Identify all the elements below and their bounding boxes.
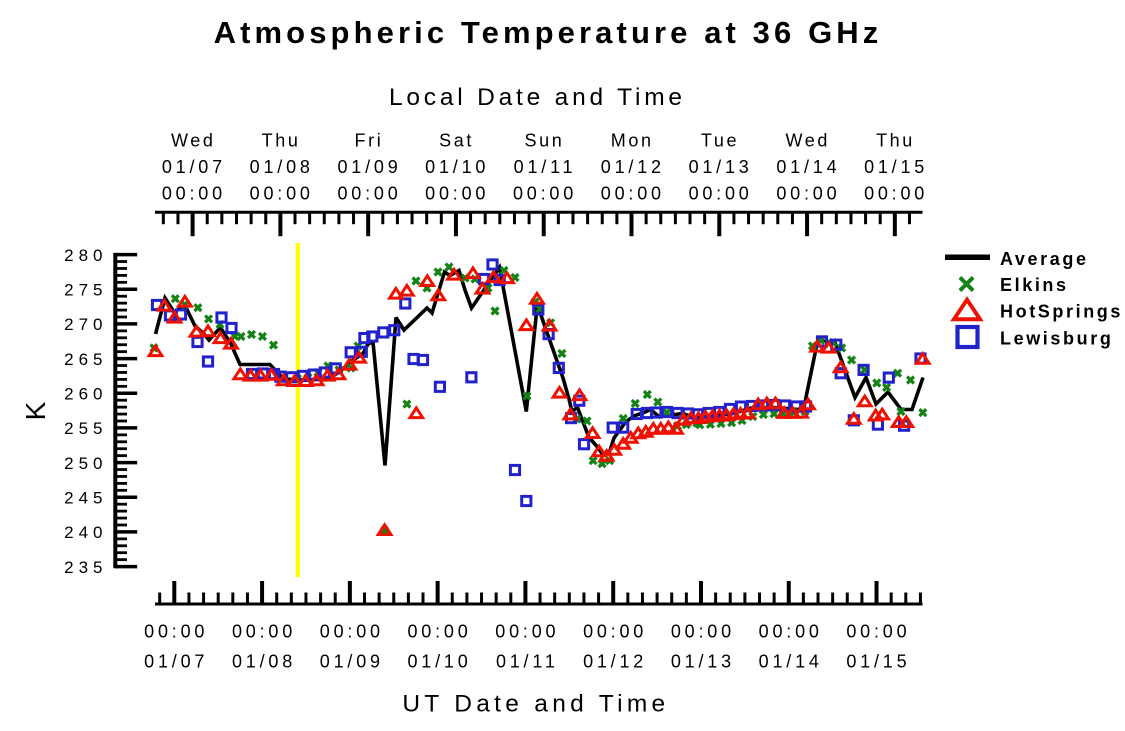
- svg-text:Elkins: Elkins: [1000, 275, 1069, 295]
- svg-text:01/10: 01/10: [425, 157, 489, 177]
- svg-text:240: 240: [64, 523, 107, 542]
- svg-text:01/12: 01/12: [601, 157, 665, 177]
- svg-text:Atmospheric Temperature at 36: Atmospheric Temperature at 36 GHz: [214, 15, 883, 50]
- svg-text:01/07: 01/07: [162, 157, 226, 177]
- svg-text:01/14: 01/14: [776, 157, 840, 177]
- svg-text:00:00: 00:00: [759, 622, 823, 642]
- svg-text:Mon: Mon: [611, 130, 654, 150]
- svg-text:01/08: 01/08: [250, 157, 314, 177]
- svg-text:01/14: 01/14: [759, 652, 823, 672]
- svg-text:265: 265: [64, 350, 107, 369]
- svg-text:00:00: 00:00: [320, 622, 384, 642]
- svg-text:255: 255: [64, 419, 107, 438]
- svg-text:Sun: Sun: [524, 130, 564, 150]
- svg-text:00:00: 00:00: [583, 622, 647, 642]
- svg-text:Thu: Thu: [876, 130, 915, 150]
- svg-text:01/09: 01/09: [337, 157, 401, 177]
- svg-text:01/13: 01/13: [689, 157, 753, 177]
- svg-text:00:00: 00:00: [144, 622, 208, 642]
- svg-text:01/09: 01/09: [320, 652, 384, 672]
- svg-text:Fri: Fri: [355, 130, 384, 150]
- svg-text:280: 280: [64, 246, 107, 265]
- svg-text:00:00: 00:00: [689, 184, 753, 204]
- svg-text:00:00: 00:00: [864, 184, 928, 204]
- svg-text:00:00: 00:00: [495, 622, 559, 642]
- svg-text:01/11: 01/11: [496, 652, 559, 672]
- svg-text:01/10: 01/10: [407, 652, 471, 672]
- svg-text:00:00: 00:00: [601, 184, 665, 204]
- svg-text:00:00: 00:00: [846, 622, 910, 642]
- svg-text:Local Date and Time: Local Date and Time: [389, 84, 686, 111]
- svg-text:00:00: 00:00: [232, 622, 296, 642]
- svg-text:Thu: Thu: [262, 130, 301, 150]
- svg-text:Wed: Wed: [171, 130, 216, 150]
- svg-text:00:00: 00:00: [513, 184, 577, 204]
- svg-text:235: 235: [64, 558, 107, 577]
- svg-text:270: 270: [64, 315, 107, 334]
- svg-text:01/11: 01/11: [514, 157, 577, 177]
- svg-text:250: 250: [64, 454, 107, 473]
- svg-text:260: 260: [64, 385, 107, 404]
- svg-text:HotSprings: HotSprings: [1000, 302, 1123, 322]
- svg-text:00:00: 00:00: [425, 184, 489, 204]
- svg-text:01/13: 01/13: [671, 652, 735, 672]
- svg-text:00:00: 00:00: [162, 184, 226, 204]
- svg-text:245: 245: [64, 489, 107, 508]
- svg-text:00:00: 00:00: [407, 622, 471, 642]
- svg-text:Wed: Wed: [786, 130, 831, 150]
- svg-text:Lewisburg: Lewisburg: [1000, 328, 1113, 348]
- svg-text:UT Date and Time: UT Date and Time: [402, 691, 669, 718]
- svg-text:K: K: [20, 401, 51, 420]
- svg-text:01/12: 01/12: [583, 652, 647, 672]
- svg-text:01/08: 01/08: [232, 652, 296, 672]
- svg-text:275: 275: [64, 281, 107, 300]
- svg-text:00:00: 00:00: [776, 184, 840, 204]
- svg-text:Tue: Tue: [701, 130, 739, 150]
- svg-text:00:00: 00:00: [671, 622, 735, 642]
- svg-text:00:00: 00:00: [250, 184, 314, 204]
- svg-text:Sat: Sat: [439, 130, 474, 150]
- svg-text:01/07: 01/07: [144, 652, 208, 672]
- svg-text:01/15: 01/15: [846, 652, 910, 672]
- svg-text:00:00: 00:00: [337, 184, 401, 204]
- svg-text:Average: Average: [1000, 249, 1089, 269]
- svg-text:01/15: 01/15: [864, 157, 928, 177]
